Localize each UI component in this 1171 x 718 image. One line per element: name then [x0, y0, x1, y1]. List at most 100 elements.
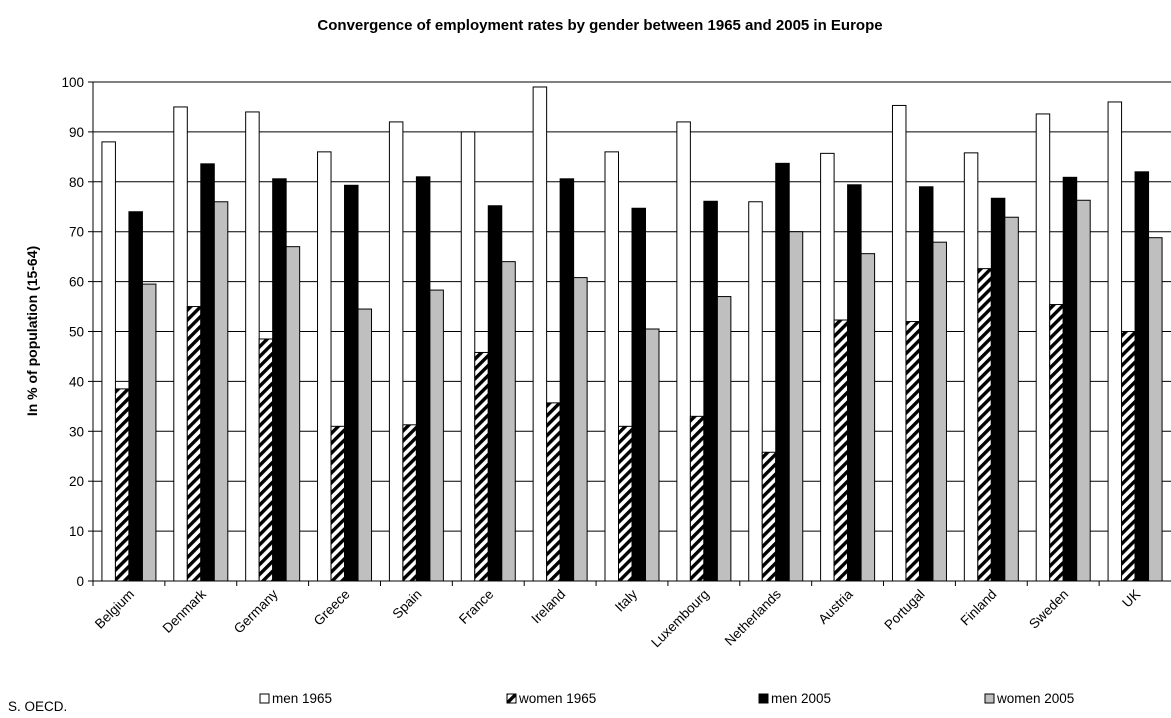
bar-hatched-finland: [977, 268, 992, 582]
legend-label: men 1965: [272, 691, 332, 706]
legend-swatch-black: [758, 693, 769, 704]
bar-gray-france: [501, 261, 516, 582]
x-category-label: Austria: [815, 586, 856, 627]
bar-gray-finland: [1004, 216, 1019, 582]
bar-black-spain: [415, 176, 431, 582]
bar-hatched-denmark: [186, 306, 202, 582]
y-tick-label: 0: [76, 574, 84, 589]
bar-hatched-spain: [402, 424, 417, 582]
bar-gray-uk: [1148, 237, 1163, 582]
legend-swatch-white: [259, 693, 270, 704]
bar-white-luxembourg: [676, 121, 691, 582]
bar-hatched-uk: [1121, 331, 1136, 582]
bar-black-netherlands: [775, 162, 790, 582]
bar-white-spain: [388, 121, 404, 582]
y-tick-label: 50: [69, 325, 84, 340]
bar-gray-sweden: [1076, 199, 1091, 582]
y-tick-label: 20: [69, 474, 84, 489]
axes: [88, 81, 1171, 586]
bar-gray-greece: [357, 308, 373, 582]
x-category-label: Germany: [231, 586, 281, 636]
x-category-label: Greece: [311, 587, 353, 629]
bar-black-finland: [990, 197, 1006, 582]
x-category-label: Italy: [612, 586, 640, 614]
y-tick-label: 80: [69, 175, 84, 190]
bar-white-belgium: [101, 141, 116, 582]
bar-hatched-sweden: [1049, 304, 1064, 582]
bar-white-finland: [963, 152, 979, 582]
x-category-label: Portugal: [881, 587, 927, 633]
x-category-label: Spain: [389, 587, 424, 622]
x-category-label: Finland: [958, 587, 1000, 629]
bar-black-sweden: [1062, 176, 1078, 582]
y-tick-label: 40: [69, 374, 84, 389]
legend: men 1965 women 1965 men 2005 women 2005: [259, 691, 1074, 706]
bar-hatched-greece: [330, 425, 346, 582]
bar-black-uk: [1134, 171, 1150, 582]
bar-gray-germany: [285, 246, 301, 582]
bar-white-italy: [604, 151, 619, 582]
x-category-label: Luxembourg: [648, 587, 712, 651]
y-tick-label: 90: [69, 125, 84, 140]
bar-gray-ireland: [573, 277, 588, 582]
bar-black-denmark: [200, 163, 215, 582]
bar-black-luxembourg: [703, 200, 718, 582]
bar-black-austria: [847, 184, 862, 582]
bar-gray-austria: [860, 253, 876, 582]
bar-hatched-ireland: [546, 402, 561, 582]
bar-black-italy: [631, 207, 646, 582]
y-tick-label: 10: [69, 524, 84, 539]
x-category-label: Netherlands: [722, 586, 784, 648]
x-category-label: Belgium: [92, 587, 137, 632]
bar-gray-belgium: [141, 283, 157, 582]
bar-hatched-italy: [618, 425, 633, 582]
bar-gray-portugal: [932, 241, 947, 582]
bar-white-germany: [245, 111, 260, 582]
bar-black-germany: [272, 178, 287, 582]
x-category-label: Ireland: [528, 587, 568, 627]
bar-white-sweden: [1035, 113, 1051, 582]
y-tick-label: 30: [69, 424, 84, 439]
bar-white-austria: [820, 152, 835, 582]
bars: [101, 86, 1163, 582]
bar-black-france: [487, 205, 503, 582]
bar-white-greece: [317, 151, 332, 582]
bar-white-ireland: [532, 86, 548, 582]
bar-gray-netherlands: [788, 231, 804, 582]
bar-white-uk: [1107, 101, 1123, 582]
bar-white-france: [460, 131, 476, 582]
bar-hatched-belgium: [114, 388, 130, 582]
x-category-label: UK: [1119, 587, 1143, 611]
legend-label: women 2005: [996, 691, 1074, 706]
bar-white-portugal: [891, 104, 907, 582]
bar-hatched-luxembourg: [689, 415, 705, 582]
x-category-labels: Belgium Denmark Germany Greece Spain France Ir…: [92, 586, 1143, 650]
bar-hatched-germany: [258, 338, 274, 582]
x-category-label: Denmark: [160, 586, 210, 636]
legend-label: women 1965: [518, 691, 596, 706]
bar-hatched-portugal: [905, 321, 920, 582]
bar-hatched-netherlands: [761, 451, 777, 582]
bar-gray-luxembourg: [716, 296, 732, 582]
bar-gray-spain: [429, 289, 444, 582]
chart-title: Convergence of employment rates by gende…: [317, 17, 882, 34]
bar-black-ireland: [559, 178, 575, 582]
y-tick-label: 70: [69, 225, 84, 240]
source-note: S. OECD.: [8, 699, 67, 714]
y-tick-label: 100: [61, 75, 84, 90]
bar-hatched-austria: [833, 319, 849, 582]
x-category-label: France: [456, 587, 496, 627]
y-tick-labels: 0 10 20 30 40 50 60 70 80 90 100: [61, 75, 84, 589]
bar-black-greece: [344, 184, 359, 582]
legend-label: men 2005: [771, 691, 831, 706]
y-axis-label: In % of population (15-64): [24, 246, 40, 416]
legend-swatch-gray: [984, 693, 995, 704]
bar-white-denmark: [173, 106, 188, 582]
legend-swatch-hatched: [506, 693, 517, 704]
bar-black-portugal: [918, 186, 934, 582]
x-category-label: Sweden: [1026, 587, 1071, 632]
y-tick-label: 60: [69, 275, 84, 290]
bar-gray-denmark: [213, 201, 229, 582]
bar-gray-italy: [645, 328, 660, 582]
